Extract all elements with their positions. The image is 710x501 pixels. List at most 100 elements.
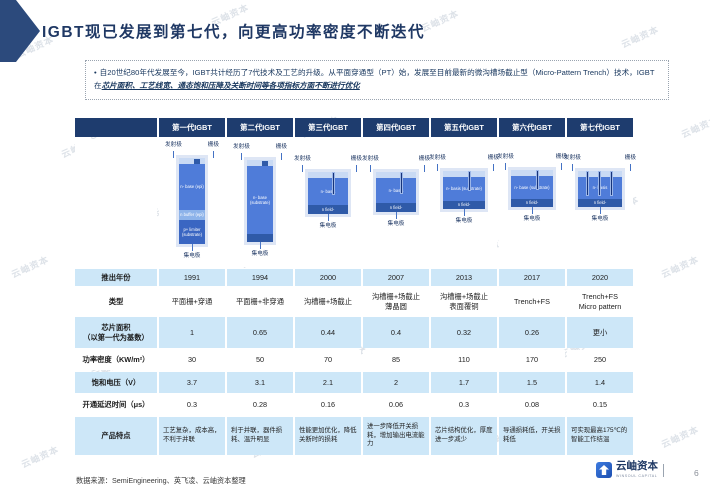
- diagram: 发射极 栅极 n- base (substrate) 集电极: [229, 140, 291, 258]
- table-cell: 1.5: [499, 372, 565, 393]
- table-cell: 2.1: [295, 372, 361, 393]
- row-label: 芯片面积 （以第一代为基数）: [75, 317, 157, 348]
- emitter-label-line: [571, 163, 573, 171]
- layer-band: n- base (substrate): [247, 165, 273, 234]
- table-cell: 2020: [567, 269, 633, 286]
- table-cell: 110: [431, 350, 497, 370]
- table-cell: Trench+FS Micro pattern: [567, 288, 633, 315]
- emitter-label-line: [436, 163, 438, 171]
- emitter-layer: [376, 171, 416, 178]
- emitter-label: 发射极: [165, 142, 182, 158]
- gate-label: 栅极: [207, 142, 219, 148]
- chip-cross-section: n- basis n field-: [578, 170, 622, 207]
- gate-trench: [536, 169, 540, 190]
- table-cell: 0.65: [227, 317, 293, 348]
- table-cell: 工艺复杂，成本高，不利于并联: [159, 417, 225, 455]
- table-cell: 2013: [431, 269, 497, 286]
- electrode-pins: 发射极 栅极: [165, 142, 219, 158]
- layer-band: n field-: [578, 199, 622, 207]
- chip-cross-section: n- basis (substrate) n field-: [443, 170, 485, 209]
- gate-trench: [585, 170, 589, 196]
- layer-band: n- base (substrate): [511, 175, 553, 199]
- table-cell: 1994: [227, 269, 293, 286]
- emitter-label: 发射极: [165, 142, 182, 148]
- emitter-label: 发射极: [362, 156, 379, 172]
- collector-line: [191, 243, 193, 251]
- logo-divider: [663, 463, 664, 477]
- igbt-table: 第一代IGBT 第二代IGBT 第三代IGBT 第四代IGBT 第五代IGBT 第六代IG…: [75, 118, 636, 455]
- collector-label: 集电极: [455, 217, 473, 224]
- table-cell: 0.15: [567, 395, 633, 415]
- gate-label: 栅极: [487, 155, 499, 161]
- column-header: 第二代IGBT: [227, 118, 293, 137]
- layer-band: n field-: [308, 204, 348, 214]
- collector-label: 集电极: [251, 250, 269, 257]
- data-source: 数据来源：SemiEngineering、英飞凌、云岫资本整理: [76, 476, 246, 485]
- layer-band: p+ limiter (substrate): [179, 219, 205, 244]
- table-cell: 可实现最高175℃的智能工作结温: [567, 417, 633, 455]
- table-cell: 0.3: [431, 395, 497, 415]
- layer-band: n field-: [511, 198, 553, 207]
- collector-line: [259, 241, 261, 249]
- gate-label: 栅极: [208, 142, 219, 158]
- table-cell: 平面栅+非穿通: [227, 288, 293, 315]
- table-cell: 0.4: [363, 317, 429, 348]
- table-cell: 85: [363, 350, 429, 370]
- emitter-label-line: [240, 152, 242, 160]
- emitter-label-line: [504, 162, 506, 170]
- diagram: 发射极 栅极 n- base (substrate) n field- 集电极: [497, 140, 567, 223]
- emitter-label: 发射极: [294, 156, 311, 162]
- table-cell: 50: [227, 350, 293, 370]
- emitter-layer: [179, 157, 205, 164]
- layer-band: n- base (epi): [179, 163, 205, 210]
- page-title: IGBT现已发展到第七代，向更高功率密度不断迭代: [42, 24, 426, 41]
- collector-line: [395, 211, 397, 219]
- gate-trench: [468, 170, 472, 192]
- table-cell: 1: [159, 317, 225, 348]
- gate-label-line: [492, 163, 494, 171]
- logo-name: 云岫资本: [616, 461, 658, 472]
- igbt-structure-diagram: 发射极 栅极 n- base (epi) n buffer (epi) p+ limit…: [159, 139, 225, 267]
- summary-text: 自20世纪80年代发展至今，IGBT共计经历了7代技术及工艺的升级。从平面穿通型…: [94, 68, 655, 91]
- chip-cross-section: n- basis n field-: [376, 171, 416, 212]
- table-cell: Trench+FS: [499, 288, 565, 315]
- table-cell: 3.7: [159, 372, 225, 393]
- watermark-text: 云岫资本: [419, 8, 461, 34]
- gate-trench: [609, 170, 613, 196]
- table-cell: 更小: [567, 317, 633, 348]
- table-cell: 2: [363, 372, 429, 393]
- emitter-label-line: [369, 164, 371, 172]
- gate-label: 栅极: [625, 155, 636, 171]
- row-label: 饱和电压（V）: [75, 372, 157, 393]
- table-cell: 沟槽栅+场截止 表面覆铜: [431, 288, 497, 315]
- table-cell: 0.44: [295, 317, 361, 348]
- electrode-pins: 发射极 栅极: [294, 156, 362, 172]
- row-label: 开通延迟时间（μs）: [75, 395, 157, 415]
- table-cell: 250: [567, 350, 633, 370]
- layer-band: n- basis: [376, 177, 416, 204]
- emitter-label: 发射极: [362, 156, 379, 162]
- emitter-label: 发射极: [564, 155, 581, 161]
- gate-label: 栅极: [275, 144, 287, 150]
- table-cell: 170: [499, 350, 565, 370]
- row-label: 类型: [75, 288, 157, 315]
- table-cell: 性能更加优化，降低关断时的损耗: [295, 417, 361, 455]
- table-cell: 0.26: [499, 317, 565, 348]
- gate-trench: [400, 171, 403, 194]
- column-header: 第三代IGBT: [295, 118, 361, 137]
- collector-label: 集电极: [183, 252, 201, 259]
- chip-cross-section: n- basis n field-: [308, 171, 348, 214]
- collector-line: [531, 206, 533, 214]
- layer-band: n- basis: [308, 177, 348, 205]
- watermark-text: 云岫资本: [659, 424, 701, 450]
- electrode-pins: 发射极 栅极: [497, 154, 567, 170]
- table-cell: 导通损耗低，开关损耗低: [499, 417, 565, 455]
- column-header: 第五代IGBT: [431, 118, 497, 137]
- row-label: 推出年份: [75, 269, 157, 286]
- emitter-layer: [511, 169, 553, 176]
- emitter-layer: [443, 170, 485, 177]
- collector-line: [599, 206, 601, 214]
- table-cell: 1.4: [567, 372, 633, 393]
- gate-label-line: [280, 152, 282, 160]
- table-cell: 2007: [363, 269, 429, 286]
